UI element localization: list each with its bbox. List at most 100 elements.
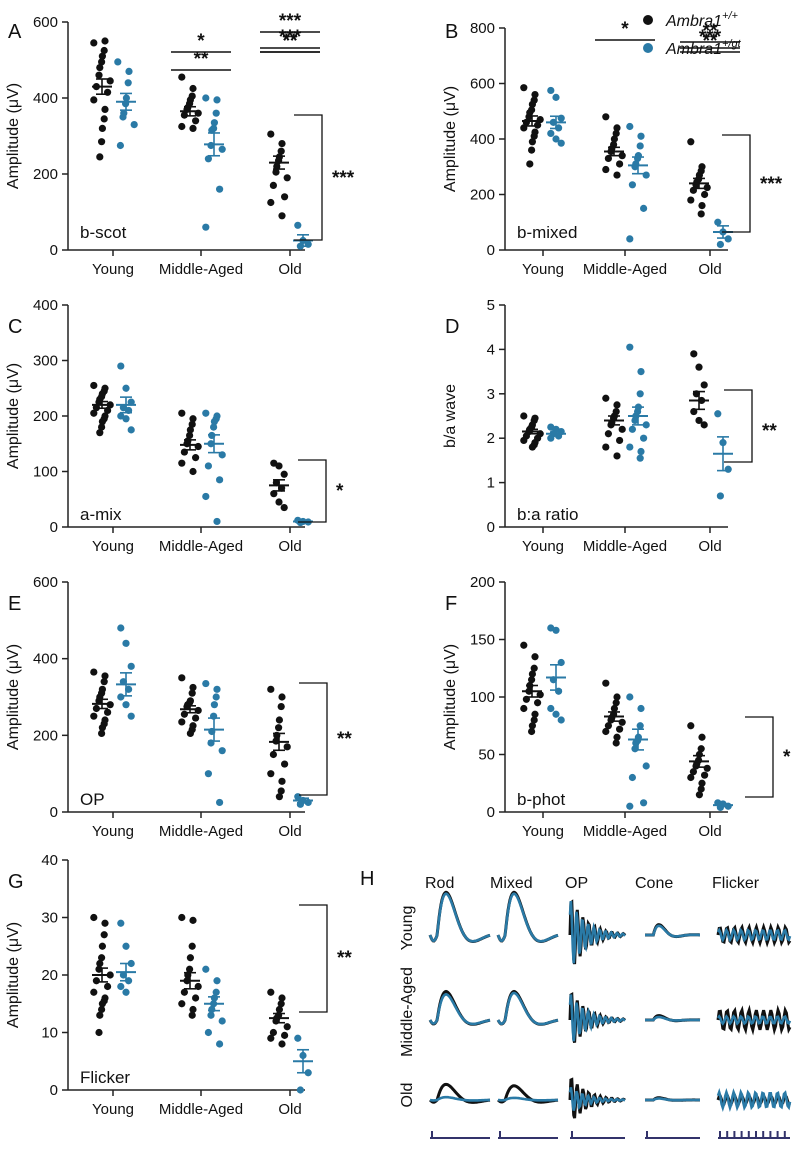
waveform-trace-gt (428, 892, 491, 943)
data-point (528, 676, 536, 684)
data-point (520, 84, 528, 92)
data-point (270, 490, 278, 498)
data-point (100, 46, 108, 55)
panel-letter: C (8, 316, 22, 338)
data-point (125, 685, 133, 693)
data-point (602, 394, 610, 402)
y-tick-label: 0 (487, 519, 495, 536)
significance-stars: ** (337, 729, 352, 750)
x-tick-label: Young (92, 538, 134, 555)
data-point (698, 733, 706, 741)
y-tick-label: 400 (33, 90, 58, 107)
data-point (101, 672, 109, 680)
y-tick-label: 200 (470, 574, 495, 591)
panel-letter: H (360, 868, 374, 890)
data-point (278, 1040, 286, 1048)
data-point (613, 693, 621, 701)
data-point (216, 1040, 224, 1048)
data-point (122, 942, 130, 950)
data-point (202, 492, 210, 501)
data-point (626, 693, 634, 701)
data-point (531, 653, 539, 661)
waveform-trace-gt (568, 994, 626, 1042)
x-tick-label: Middle-Aged (159, 261, 243, 278)
waveform-trace-gt (645, 1015, 700, 1022)
data-point (192, 117, 200, 125)
data-point (210, 417, 218, 426)
significance-stars: *** (279, 11, 302, 32)
data-point (101, 105, 109, 113)
data-point (557, 139, 565, 147)
y-tick-label: 100 (470, 689, 495, 706)
data-point (687, 773, 695, 782)
data-point (534, 699, 542, 707)
x-tick-label: Young (92, 823, 134, 840)
legend-wt-sup: +/+ (722, 10, 738, 22)
significance-stars: * (783, 747, 791, 768)
data-point (618, 718, 626, 726)
data-point (267, 198, 275, 207)
x-tick-label: Young (92, 261, 134, 278)
data-point (98, 1000, 106, 1008)
y-tick-label: 4 (487, 341, 495, 358)
data-point (642, 421, 650, 429)
y-tick-label: 0 (50, 1082, 58, 1099)
data-point (526, 160, 534, 168)
data-point (218, 1017, 226, 1025)
data-point (610, 135, 619, 143)
inner-label: b-phot (517, 790, 565, 809)
y-axis-label: Amplitude (μV) (5, 644, 22, 750)
y-axis-label: Amplitude (μV) (5, 83, 22, 189)
data-point (204, 1028, 212, 1037)
data-point (616, 160, 624, 168)
data-point (127, 662, 135, 670)
data-point (188, 1011, 196, 1019)
data-point (178, 409, 186, 417)
x-tick-label: Old (278, 261, 301, 278)
data-point (188, 689, 196, 697)
data-point (202, 679, 210, 688)
significance-stars: ** (194, 49, 209, 70)
significance-stars: ** (283, 31, 298, 52)
data-point (528, 146, 536, 154)
data-point (697, 785, 705, 793)
significance-bracket (299, 904, 328, 1013)
data-point (610, 704, 619, 713)
waveform-trace-gt (496, 991, 559, 1026)
y-tick-label: 600 (33, 574, 58, 591)
data-point (528, 722, 537, 730)
data-point (178, 674, 186, 682)
data-point (278, 693, 286, 701)
data-point (98, 954, 106, 962)
y-axis-label: b/a wave (442, 384, 459, 448)
legend-wt-label: Ambra1 (665, 13, 722, 30)
data-point (96, 959, 104, 968)
data-point (90, 39, 98, 47)
data-point (687, 196, 695, 204)
data-point (602, 113, 610, 121)
data-point (98, 124, 106, 132)
data-point (186, 431, 194, 440)
data-point (202, 223, 210, 231)
waveform-row-label: Middle-Aged (399, 967, 416, 1057)
data-point (613, 733, 621, 741)
y-tick-label: 5 (487, 297, 495, 314)
data-point (626, 343, 634, 351)
data-point (528, 100, 537, 108)
data-point (100, 115, 108, 123)
data-point (278, 140, 286, 148)
inner-label: OP (80, 790, 105, 809)
data-point (714, 218, 722, 226)
legend-gt-marker (643, 43, 653, 53)
data-point (698, 779, 706, 787)
y-tick-label: 0 (50, 804, 58, 821)
data-point (294, 1034, 302, 1042)
y-tick-label: 0 (487, 804, 495, 821)
data-point (189, 415, 197, 423)
data-point (218, 451, 226, 459)
y-tick-label: 150 (470, 632, 495, 649)
data-point (98, 138, 106, 146)
data-point (552, 93, 560, 101)
